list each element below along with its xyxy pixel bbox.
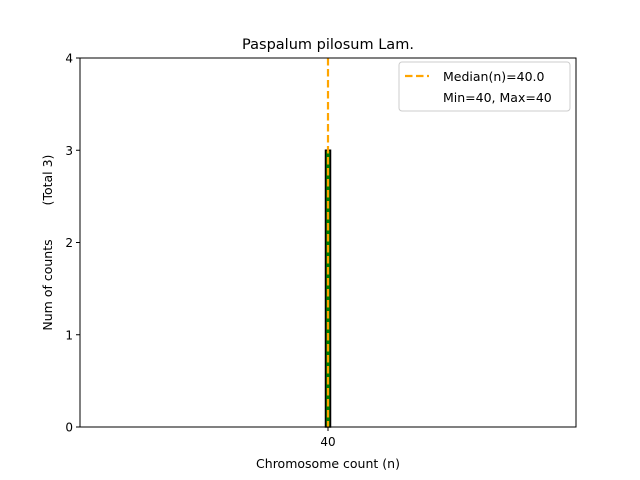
x-tick-label: 40 [320,435,335,449]
y-tick-label: 1 [65,328,73,342]
legend: Median(n)=40.0 Min=40, Max=40 [398,61,571,112]
chart-title: Paspalum pilosum Lam. [242,37,414,53]
legend-entry-median: Median(n)=40.0 [443,69,544,84]
y-tick-label: 4 [65,52,73,66]
y-axis-label: Num of counts [40,239,55,330]
x-axis-label: Chromosome count (n) [256,456,400,471]
y-ticks: 0 1 2 3 4 [65,52,80,435]
y-axis-total-label: (Total 3) [40,155,55,206]
legend-entry-min-max: Min=40, Max=40 [443,90,552,105]
y-tick-label: 2 [65,236,73,250]
y-tick-label: 3 [65,144,73,158]
x-ticks: 40 [320,427,336,449]
legend-box [398,61,571,112]
y-tick-label: 0 [65,421,73,435]
